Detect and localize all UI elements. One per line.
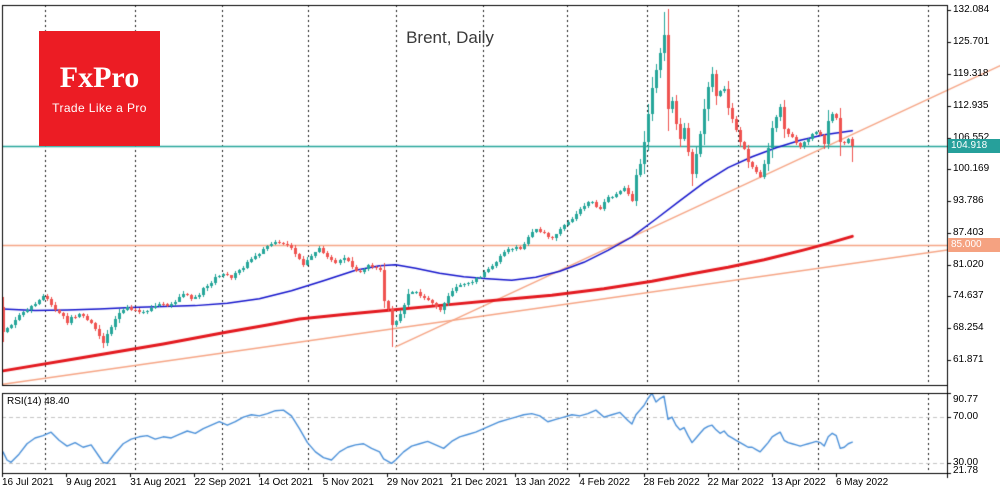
date-tick-label: 22 Sep 2021 — [194, 477, 252, 488]
date-tick-label: 16 Jul 2021 — [2, 477, 54, 488]
price-tick-label: 93.786 — [953, 195, 984, 207]
price-tick-label: 112.935 — [953, 99, 989, 111]
price-tick-label: 68.254 — [953, 322, 984, 334]
chart-title: Brent, Daily — [406, 28, 494, 47]
date-tick-label: 14 Oct 2021 — [258, 477, 314, 488]
date-tick-label: 31 Aug 2021 — [130, 477, 187, 488]
level-price-badge: 85.000 — [948, 237, 1000, 252]
fxpro-logo-tagline: Trade Like a Pro — [52, 100, 147, 115]
date-tick-label: 5 Nov 2021 — [322, 477, 374, 488]
fxpro-logo-brand: FxPro — [59, 60, 140, 94]
date-tick-label: 22 Mar 2022 — [707, 477, 764, 488]
price-tick-label: 100.169 — [953, 163, 990, 175]
rsi-tick-label: 90.77 — [953, 394, 979, 405]
rsi-tick-label: 21.78 — [953, 465, 979, 476]
price-tick-label: 132.084 — [953, 4, 990, 16]
price-tick-label: 81.020 — [953, 258, 984, 270]
rsi-indicator-label: RSI(14) 48.40 — [7, 396, 70, 407]
fxpro-logo: FxPro Trade Like a Pro — [39, 31, 160, 146]
date-tick-label: 29 Nov 2021 — [386, 477, 444, 488]
date-tick-label: 6 May 2022 — [835, 477, 889, 488]
price-tick-label: 106.552 — [953, 131, 990, 143]
date-tick-label: 9 Aug 2021 — [66, 477, 117, 488]
date-tick-label: 4 Feb 2022 — [579, 477, 630, 488]
date-tick-label: 13 Jan 2022 — [515, 477, 571, 488]
price-tick-label: 61.871 — [953, 354, 984, 366]
price-tick-label: 87.403 — [953, 226, 984, 238]
date-tick-label: 13 Apr 2022 — [771, 477, 826, 488]
price-tick-label: 125.701 — [953, 36, 990, 48]
date-tick-label: 28 Feb 2022 — [643, 477, 700, 488]
current-price-badge: 104.918 — [948, 138, 1000, 153]
date-tick-label: 21 Dec 2021 — [451, 477, 508, 488]
rsi-tick-label: 30.00 — [953, 457, 979, 469]
price-tick-label: 119.318 — [953, 67, 989, 79]
rsi-tick-label: 70.00 — [953, 411, 979, 423]
price-tick-label: 74.637 — [953, 290, 984, 302]
